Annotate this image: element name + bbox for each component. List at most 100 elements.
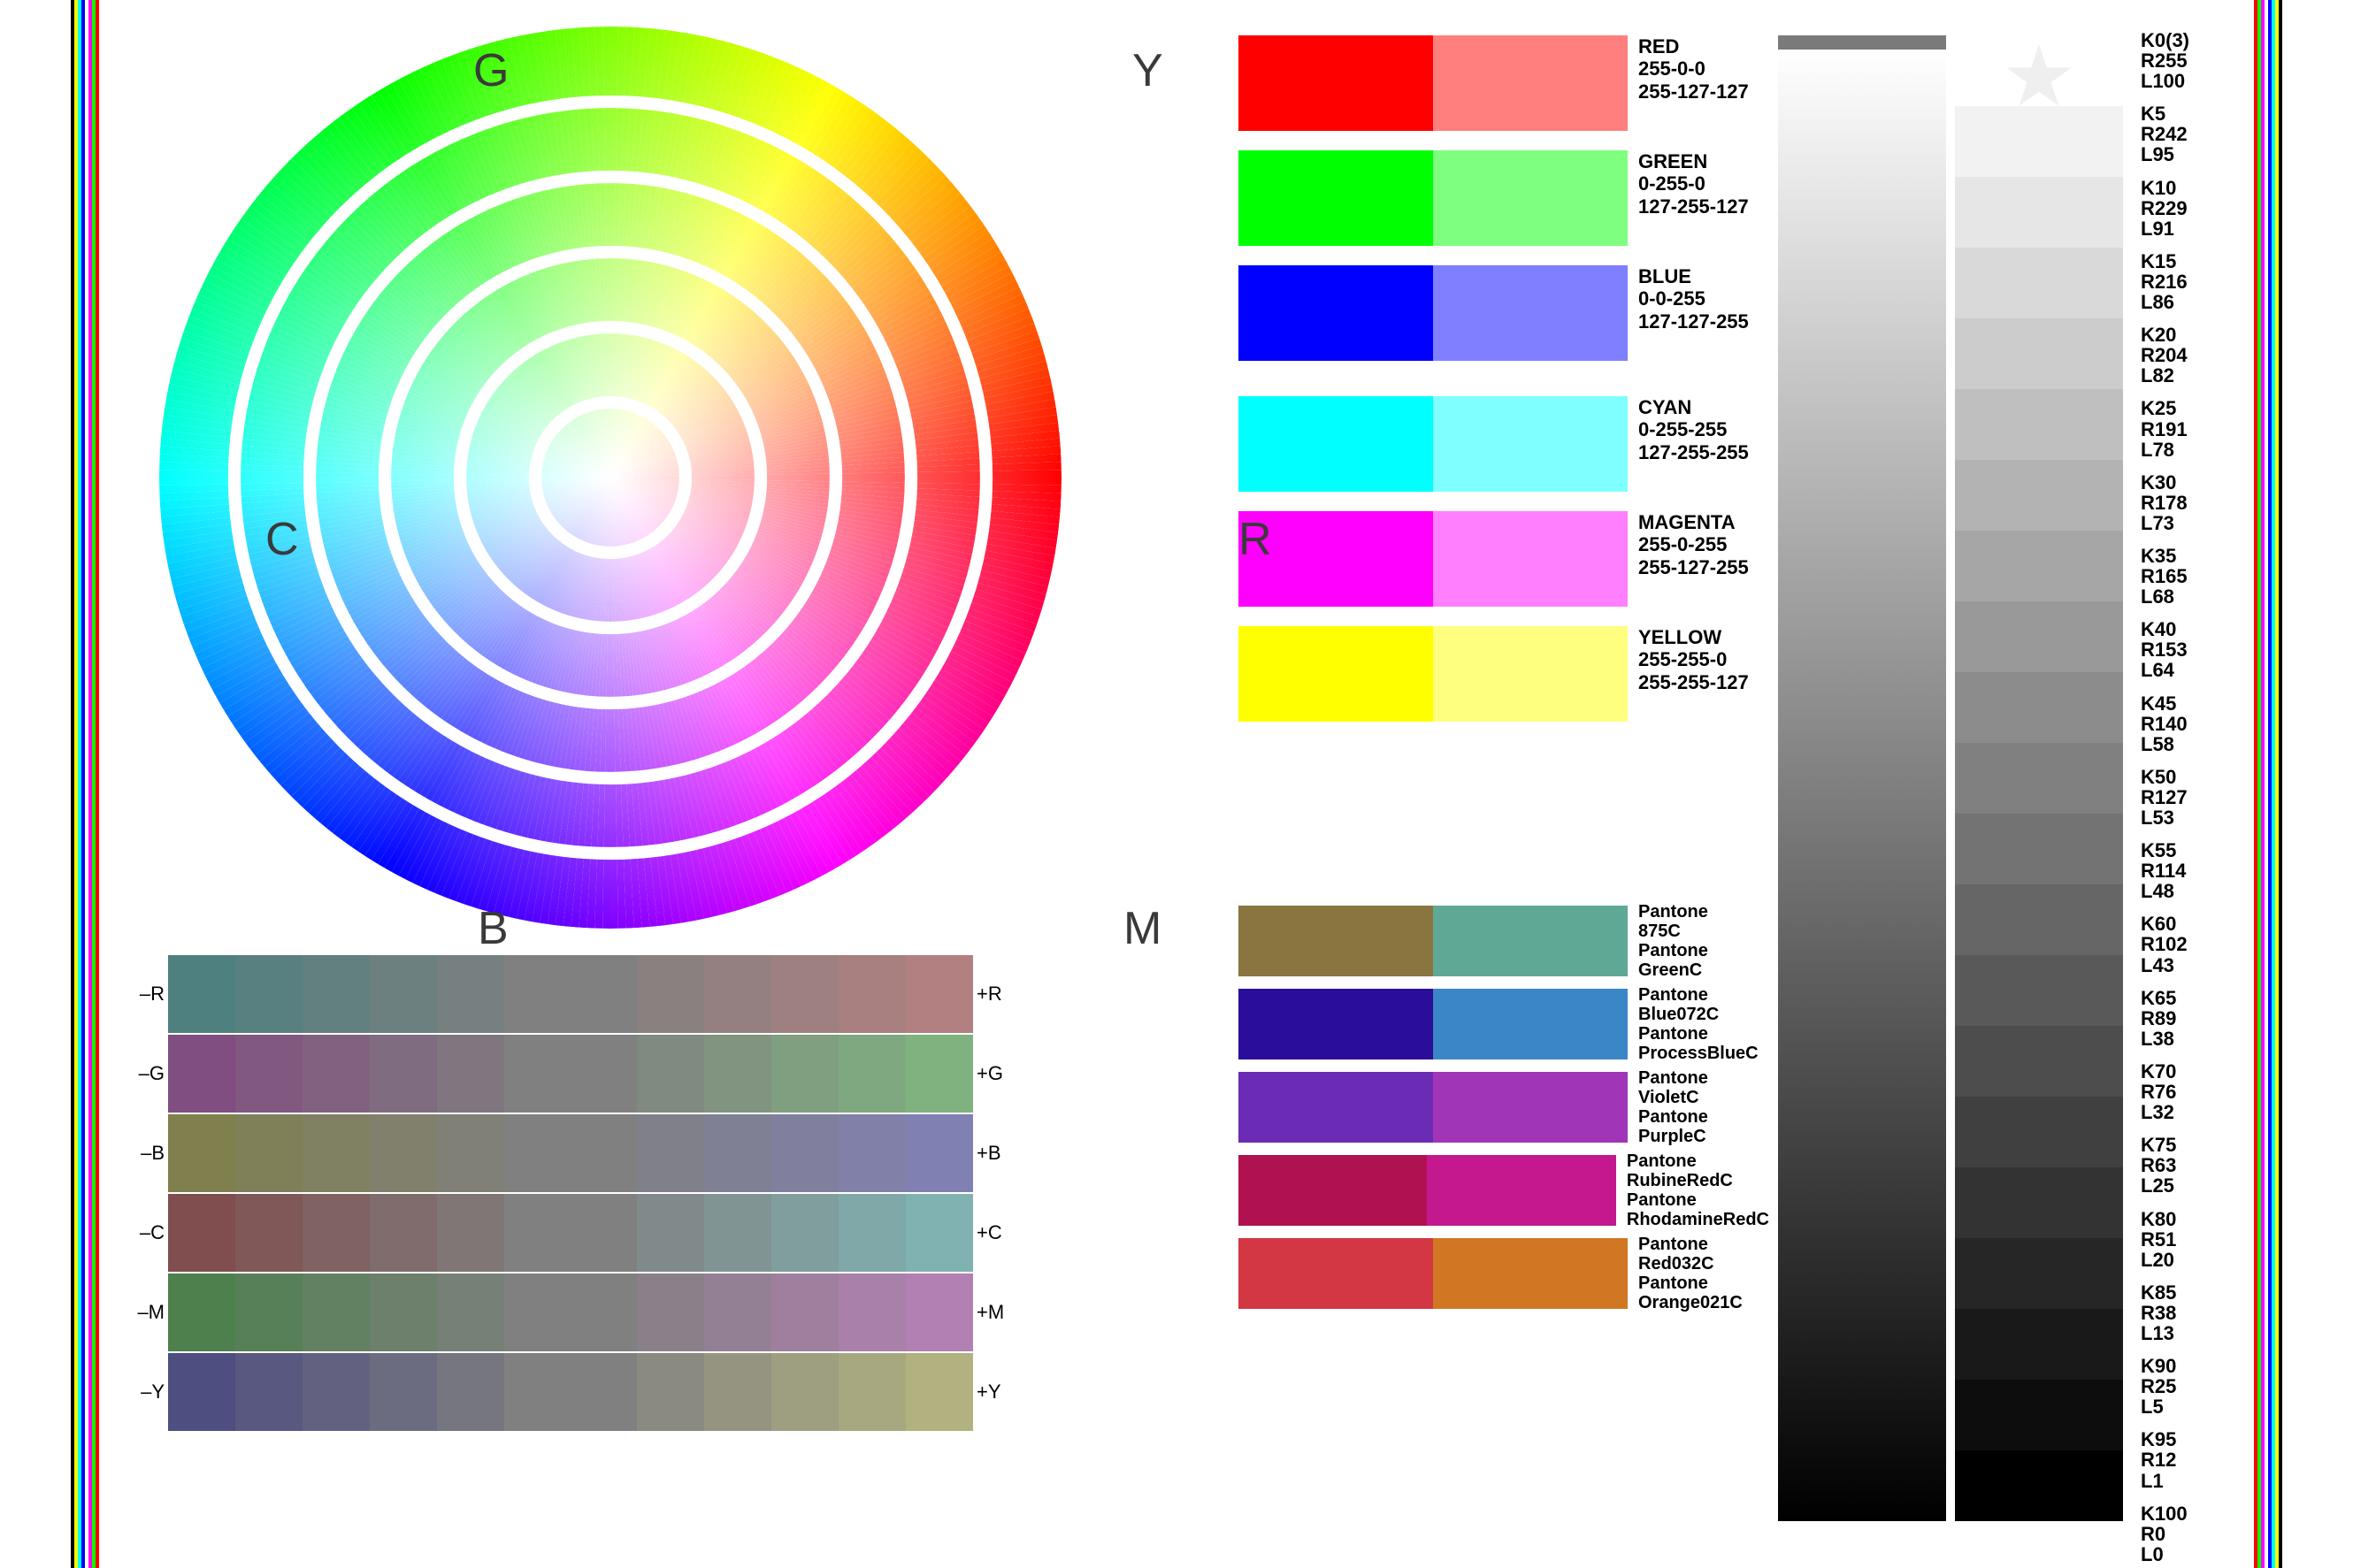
grey-step: [1955, 672, 2123, 743]
pantone-chip: [1427, 1155, 1615, 1226]
cast-cell: [370, 1194, 437, 1272]
cast-cell: [839, 1035, 906, 1113]
cast-cell: [303, 1194, 370, 1272]
grey-label: K65R89L38: [2141, 988, 2189, 1049]
grey-label: K75R63L25: [2141, 1135, 2189, 1196]
color-wheel: [159, 27, 1062, 929]
grey-step: [1955, 318, 2123, 389]
grey-label: K20R204L82: [2141, 325, 2189, 386]
cast-cell: [370, 1114, 437, 1192]
pantone-info: PantoneRubineRedCPantoneRhodamineRedC: [1616, 1151, 1769, 1229]
grey-label: K85R38L13: [2141, 1282, 2189, 1343]
cast-cell: [168, 1035, 235, 1113]
grey-step: [1955, 177, 2123, 248]
cast-label-plus: +G: [973, 1062, 1021, 1085]
cast-cell: [906, 1035, 973, 1113]
swatch-info: CYAN0-255-255127-255-255: [1628, 396, 1749, 463]
pantone-info: PantoneBlue072CPantoneProcessBlueC: [1628, 985, 1759, 1063]
swatch-blue: BLUE0-0-255127-127-255: [1238, 265, 1769, 361]
pantone-swatch-column: Pantone875CPantoneGreenCPantoneBlue072CP…: [1238, 902, 1769, 1318]
grey-step: [1955, 106, 2123, 177]
swatch-chip-tint: [1433, 511, 1628, 607]
cast-cell: [637, 1035, 704, 1113]
cast-cell: [303, 1353, 370, 1431]
grey-label: K0(3)R255L100: [2141, 30, 2189, 91]
cast-cell: [839, 1114, 906, 1192]
swatch-magenta: MAGENTA255-0-255255-127-255: [1238, 511, 1769, 607]
cast-cell: [303, 955, 370, 1033]
cast-cell: [771, 1194, 839, 1272]
cast-centre: [504, 1194, 637, 1272]
cast-cell: [303, 1035, 370, 1113]
grey-label: K10R229L91: [2141, 178, 2189, 239]
grey-step: [1955, 1309, 2123, 1380]
cast-cell: [771, 1353, 839, 1431]
swatch-chip-tint: [1433, 35, 1628, 131]
cast-cell: [637, 1114, 704, 1192]
cast-cell: [839, 1353, 906, 1431]
cast-row-y: –Y+Y: [124, 1353, 1115, 1431]
pantone-chip: [1433, 1072, 1628, 1143]
cast-row-b: –B+B: [124, 1114, 1115, 1192]
cast-cell: [168, 1353, 235, 1431]
grey-step: [1955, 884, 2123, 955]
cast-label-minus: –G: [124, 1062, 168, 1085]
cast-label-plus: +Y: [973, 1381, 1021, 1404]
cast-label-plus: +C: [973, 1221, 1021, 1244]
pantone-swatch: PantoneRed032CPantoneOrange021C: [1238, 1235, 1769, 1312]
cast-cell: [906, 1274, 973, 1351]
swatch-green: GREEN0-255-0127-255-127: [1238, 150, 1769, 246]
cast-label-minus: –M: [124, 1301, 168, 1324]
grey-label: K90R25L5: [2141, 1356, 2189, 1417]
cast-cell: [437, 955, 504, 1033]
grey-step: [1955, 743, 2123, 814]
grey-label: K55R114L48: [2141, 840, 2189, 901]
cast-cell: [235, 1114, 303, 1192]
cast-cell: [370, 1274, 437, 1351]
cast-cell: [704, 1194, 771, 1272]
wheel-label-y: Y: [1132, 44, 1163, 97]
grey-cast-grid: –R+R–G+G–B+B–C+C–M+M–Y+Y: [124, 955, 1115, 1433]
grey-continuous-ramp: [1778, 35, 1946, 1521]
grey-step: [1955, 389, 2123, 460]
cast-cell: [235, 1035, 303, 1113]
swatch-info: RED255-0-0255-127-127: [1628, 35, 1749, 103]
cast-cell: [437, 1353, 504, 1431]
cast-cell: [637, 1274, 704, 1351]
cast-cell: [437, 1114, 504, 1192]
grey-label: K50R127L53: [2141, 767, 2189, 828]
cast-cell: [839, 955, 906, 1033]
wheel-label-c: C: [265, 513, 299, 566]
cast-label-plus: +M: [973, 1301, 1021, 1324]
grey-scale-box: [1778, 35, 2158, 1521]
cast-label-plus: +B: [973, 1142, 1021, 1165]
cast-cell: [704, 1353, 771, 1431]
cast-cell: [370, 1353, 437, 1431]
cast-cell: [771, 955, 839, 1033]
cast-cell: [437, 1035, 504, 1113]
grey-step: [1955, 1026, 2123, 1097]
pantone-swatch: PantoneVioletCPantonePurpleC: [1238, 1068, 1769, 1146]
cast-cell: [637, 955, 704, 1033]
cast-cell: [637, 1353, 704, 1431]
wheel-label-b: B: [478, 902, 509, 955]
swatch-chip-full: [1238, 35, 1433, 131]
cast-centre: [504, 1035, 637, 1113]
cast-cell: [235, 1194, 303, 1272]
cast-cell: [303, 1274, 370, 1351]
swatch-info: MAGENTA255-0-255255-127-255: [1628, 511, 1749, 578]
cast-cell: [235, 1353, 303, 1431]
cast-cell: [704, 955, 771, 1033]
cast-cell: [704, 1035, 771, 1113]
primary-swatch-column: RED255-0-0255-127-127 GREEN0-255-0127-255…: [1238, 35, 1769, 741]
swatch-chip-tint: [1433, 265, 1628, 361]
grey-step: [1955, 1380, 2123, 1450]
cast-row-g: –G +G: [124, 1035, 1115, 1113]
pantone-swatch: Pantone875CPantoneGreenC: [1238, 902, 1769, 980]
grey-step: [1955, 814, 2123, 884]
swatch-chip-full: [1238, 265, 1433, 361]
grey-label: K15R216L86: [2141, 251, 2189, 312]
grey-label: K35R165L68: [2141, 546, 2189, 607]
cast-cell: [704, 1114, 771, 1192]
grey-label: K70R76L32: [2141, 1061, 2189, 1122]
